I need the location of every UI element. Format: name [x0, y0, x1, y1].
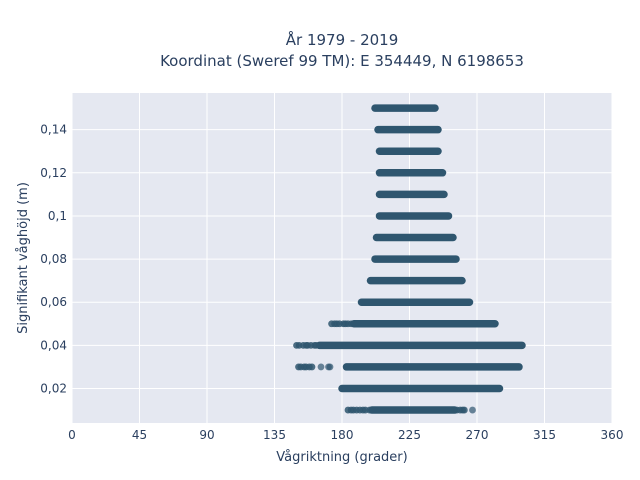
y-tick-label: 0,06: [40, 295, 67, 309]
x-tick-label: 315: [533, 428, 556, 442]
y-tick-label: 0,02: [40, 381, 67, 395]
y-tick-label: 0,08: [40, 252, 67, 266]
y-tick-label: 0,12: [40, 166, 67, 180]
x-axis-ticks: 0 45 90 135 180 225 270 315 360: [68, 428, 623, 442]
scatter-point: [326, 363, 334, 371]
x-tick-label: 135: [263, 428, 286, 442]
scatter-band: [328, 320, 499, 328]
y-axis-label: Signifikant våghöjd (m): [16, 182, 31, 334]
scatter-band: [293, 341, 526, 350]
x-tick-label: 225: [398, 428, 421, 442]
scatter-point: [308, 363, 316, 371]
x-tick-label: 180: [331, 428, 354, 442]
y-tick-label: 0,14: [40, 123, 67, 137]
y-axis-ticks: 0,02 0,04 0,06 0,08 0,1 0,12 0,14: [40, 123, 67, 396]
scatter-band: [344, 406, 476, 414]
y-tick-label: 0,04: [40, 338, 67, 352]
x-tick-label: 90: [199, 428, 214, 442]
scatter-points: [293, 104, 526, 414]
x-tick-label: 360: [601, 428, 624, 442]
chart-title: År 1979 - 2019: [286, 30, 399, 49]
scatter-point: [460, 406, 468, 414]
x-tick-label: 0: [68, 428, 76, 442]
chart-subtitle: Koordinat (Sweref 99 TM): E 354449, N 61…: [160, 52, 524, 70]
x-tick-label: 270: [466, 428, 489, 442]
x-tick-label: 45: [132, 428, 147, 442]
scatter-point: [469, 406, 476, 414]
scatter-band: [295, 363, 523, 371]
scatter-point: [317, 363, 325, 371]
y-tick-label: 0,1: [48, 209, 67, 223]
x-axis-label: Vågriktning (grader): [276, 450, 407, 465]
